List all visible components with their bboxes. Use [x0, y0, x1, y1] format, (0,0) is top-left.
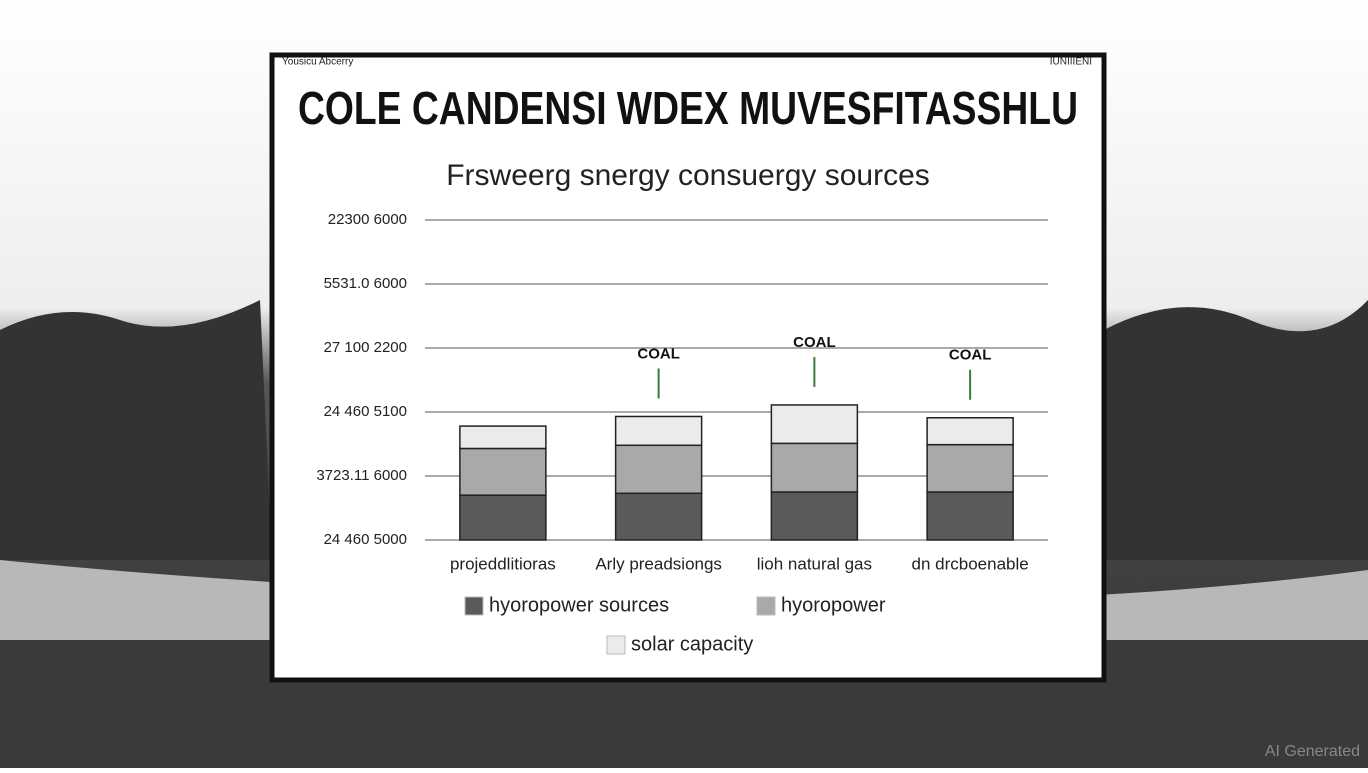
header-left: Yousicu Abcerry [282, 57, 353, 68]
annotation: COAL [637, 345, 680, 362]
watermark: AI Generated [1265, 743, 1360, 760]
y-tick-label: 22300 6000 [328, 211, 407, 228]
header-right: IUNIIIENI [1050, 57, 1092, 68]
legend-label: solar capacity [631, 633, 753, 655]
bar-segment [770, 442, 859, 493]
billboard [269, 52, 1107, 683]
x-tick-label: Arly preadsiongs [595, 554, 722, 573]
legend-label: hyoropower [781, 594, 886, 616]
bar-segment [926, 417, 1014, 446]
y-tick-label: 5531.0 6000 [324, 275, 407, 292]
bar-segment [614, 492, 703, 541]
right-trees [1104, 300, 1368, 560]
y-tick-label: 24 460 5100 [324, 403, 407, 420]
bar-segment [614, 444, 703, 495]
bar-segment [770, 491, 859, 541]
legend-label: hyoropower sources [489, 594, 669, 616]
y-tick-label: 24 460 5000 [324, 531, 407, 548]
bar-segment [926, 491, 1014, 541]
x-tick-label: projeddlitioras [450, 554, 556, 573]
legend-swatch [464, 596, 484, 616]
y-tick-label: 3723.11 6000 [316, 467, 407, 484]
bar-segment [459, 494, 547, 541]
legend-swatch [756, 596, 776, 616]
bar-segment [770, 404, 859, 445]
bar-segment [926, 443, 1014, 493]
plot: 24 460 5000 3723.11 6000 24 460 5100 27 100… [316, 211, 1048, 655]
x-tick-label: dn drcboenable [912, 554, 1029, 573]
bar-segment [459, 447, 547, 496]
x-tick-label: lioh natural gas [757, 554, 872, 573]
chart-title: COLE CANDENSI WDEX MUVESFITASSHLU [298, 82, 1078, 134]
bar-segment [459, 425, 547, 450]
legend-swatch [606, 635, 626, 655]
bar-segment [614, 415, 703, 447]
left-trees [0, 300, 272, 560]
annotation: COAL [949, 347, 992, 364]
annotation: COAL [793, 334, 836, 351]
y-tick-label: 27 100 2200 [324, 339, 407, 356]
chart-subtitle: Frsweerg snergy consuergy sources [446, 159, 930, 192]
